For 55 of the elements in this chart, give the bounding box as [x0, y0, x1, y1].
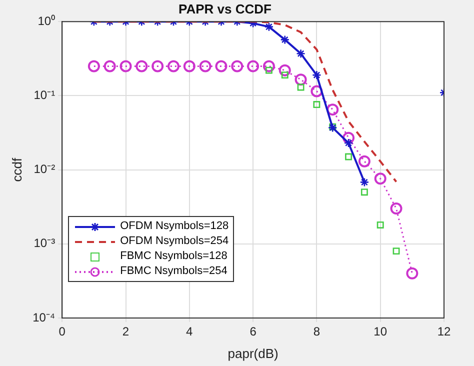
legend-label: FBMC Nsymbols=254 [120, 264, 228, 279]
point [406, 267, 418, 280]
legend-label: OFDM Nsymbols=254 [120, 234, 229, 249]
point [280, 35, 290, 44]
x-tick-label: 8 [313, 324, 320, 339]
point [183, 60, 196, 72]
point [264, 22, 274, 32]
x-tick-label: 10 [374, 324, 388, 339]
point [215, 60, 228, 72]
point [374, 172, 386, 185]
point [358, 155, 370, 168]
point [167, 60, 180, 72]
legend-label: OFDM Nsymbols=128 [120, 219, 229, 234]
chart-title: PAPR vs CCDF [178, 1, 272, 16]
point [360, 178, 370, 187]
point [136, 60, 148, 72]
line-series [92, 22, 398, 183]
point [278, 64, 291, 76]
point [376, 222, 384, 228]
x-tick-label: 4 [186, 324, 194, 339]
legend-label: FBMC Nsymbols=128 [120, 249, 228, 264]
x-tick-label: 12 [437, 324, 451, 339]
point [265, 66, 272, 74]
y-tick-label: 10⁻⁴ [32, 310, 56, 324]
point [312, 70, 322, 80]
point [296, 48, 306, 58]
point [360, 188, 368, 196]
point [326, 104, 339, 116]
point [392, 248, 400, 255]
point [281, 72, 288, 79]
point [231, 60, 244, 72]
point [294, 74, 307, 86]
x-tick-label: 2 [122, 324, 130, 339]
point [120, 60, 132, 72]
point [262, 60, 275, 72]
point [313, 101, 320, 108]
point [152, 60, 164, 72]
y-tick-label: 10⁻¹ [34, 88, 56, 102]
point [88, 60, 100, 72]
y-axis-title: ccdf [9, 157, 24, 182]
point [297, 84, 304, 91]
point [199, 60, 212, 72]
point [310, 85, 323, 98]
point [344, 138, 354, 148]
x-axis-title: papr(dB) [228, 346, 278, 361]
x-tick-label: 6 [250, 324, 257, 339]
point [342, 132, 355, 144]
x-tick-label: 0 [58, 324, 66, 339]
point [345, 153, 352, 160]
y-tick-label: 10⁻² [34, 162, 56, 176]
y-tick-label: 10⁰ [38, 14, 56, 28]
point [390, 202, 402, 215]
point [104, 60, 116, 72]
point [247, 60, 260, 72]
y-tick-label: 10⁻³ [34, 236, 56, 250]
